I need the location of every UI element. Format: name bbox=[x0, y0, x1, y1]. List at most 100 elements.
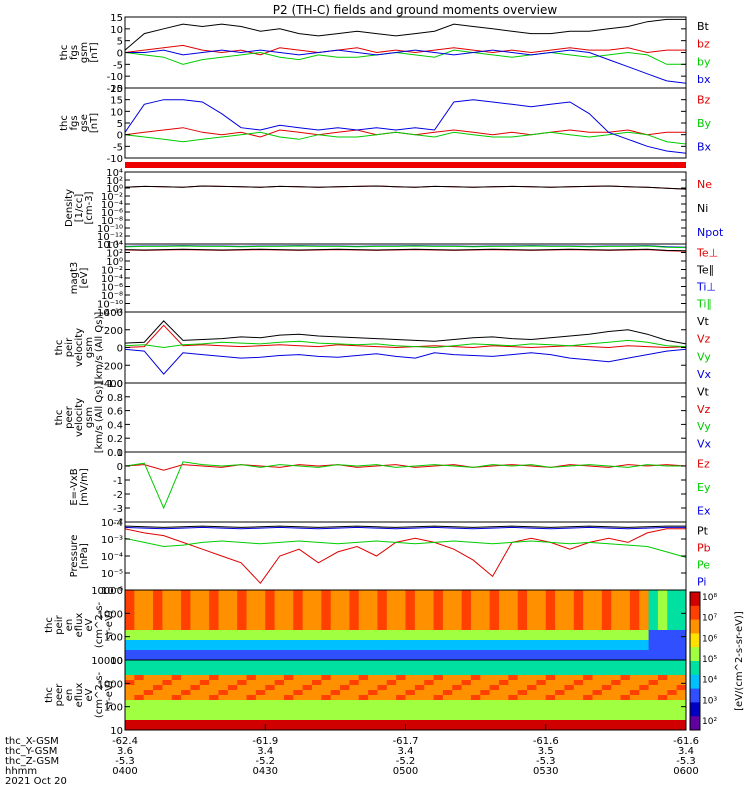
spectrogram-cell bbox=[527, 680, 537, 686]
spectrogram-cell bbox=[312, 650, 322, 656]
spectrogram-cell bbox=[237, 640, 248, 646]
spectrogram-cell bbox=[255, 685, 266, 691]
spectrogram-cell bbox=[218, 645, 229, 651]
spectrogram-cell bbox=[620, 655, 631, 661]
spectrogram-cell bbox=[330, 610, 341, 616]
legend-label: Pt bbox=[697, 525, 709, 538]
legend-label: Pb bbox=[697, 542, 711, 555]
spectrogram-cell bbox=[480, 725, 491, 731]
spectrogram-cell bbox=[667, 595, 678, 601]
spectrogram-cell bbox=[349, 690, 360, 696]
spectrogram-cell bbox=[312, 710, 322, 716]
spectrogram-cell bbox=[125, 660, 135, 666]
spectrogram-cell bbox=[657, 635, 668, 641]
spectrogram-cell bbox=[657, 625, 668, 631]
spectrogram-cell bbox=[517, 690, 528, 696]
spectrogram-cell bbox=[536, 675, 547, 681]
spectrogram-cell bbox=[358, 680, 369, 686]
spectrogram-cell bbox=[396, 725, 406, 731]
spectrogram-cell bbox=[433, 700, 444, 706]
spectrogram-cell bbox=[489, 635, 500, 641]
spectrogram-cell bbox=[274, 690, 285, 696]
spectrogram-cell bbox=[676, 685, 687, 691]
spectrogram-cell bbox=[405, 660, 416, 666]
spectrogram-cell bbox=[442, 645, 453, 651]
spectrogram-cell bbox=[255, 610, 266, 616]
spectrogram-cell bbox=[162, 660, 173, 666]
spectrogram-cell bbox=[237, 680, 248, 686]
spectrogram-cell bbox=[536, 645, 547, 651]
spectrogram-cell bbox=[321, 655, 332, 661]
spectrogram-cell bbox=[676, 665, 687, 671]
spectrogram-cell bbox=[667, 665, 678, 671]
spectrogram-cell bbox=[639, 685, 650, 691]
spectrogram-cell bbox=[573, 660, 584, 666]
spectrogram-cell bbox=[377, 600, 388, 606]
spectrogram-cell bbox=[667, 685, 678, 691]
spectrogram-cell bbox=[536, 595, 547, 601]
spectrogram-cell bbox=[499, 610, 509, 616]
x-tick-label-hhmm: 0500 bbox=[393, 766, 418, 777]
spectrogram-cell bbox=[386, 605, 397, 611]
spectrogram-cell bbox=[283, 715, 294, 721]
spectrogram-cell bbox=[386, 690, 397, 696]
spectrogram-cell bbox=[340, 660, 350, 666]
spectrogram-cell bbox=[508, 595, 519, 601]
spectrogram-cell bbox=[452, 695, 463, 701]
spectrogram-cell bbox=[555, 660, 565, 666]
x-tick-label-z: -5.2 bbox=[396, 756, 416, 767]
spectrogram-cell bbox=[461, 640, 472, 646]
spectrogram-cell bbox=[470, 655, 481, 661]
spectrogram-cell bbox=[433, 660, 444, 666]
spectrogram-cell bbox=[564, 610, 575, 616]
spectrogram-cell bbox=[125, 710, 135, 716]
spectrogram-cell bbox=[470, 615, 481, 621]
spectrogram-cell bbox=[162, 670, 173, 676]
spectrogram-cell bbox=[611, 670, 622, 676]
x-tick-label-z: -5.3 bbox=[676, 756, 696, 767]
spectrogram-cell bbox=[125, 725, 135, 731]
spectrogram-cell bbox=[414, 720, 425, 726]
spectrogram-cell bbox=[527, 700, 537, 706]
spectrogram-cell bbox=[536, 665, 547, 671]
spectrogram-cell bbox=[312, 680, 322, 686]
spectrogram-cell bbox=[555, 665, 565, 671]
spectrogram-cell bbox=[209, 625, 219, 631]
spectrogram-cell bbox=[452, 710, 463, 716]
spectrogram-cell bbox=[218, 630, 229, 636]
spectrogram-cell bbox=[639, 625, 650, 631]
spectrogram-cell bbox=[433, 615, 444, 621]
spectrogram-cell bbox=[480, 700, 491, 706]
spectrogram-cell bbox=[601, 660, 612, 666]
legend-label: Ni bbox=[697, 202, 708, 215]
spectrogram-cell bbox=[611, 720, 622, 726]
spectrogram-cell bbox=[489, 655, 500, 661]
spectrogram-cell bbox=[639, 600, 650, 606]
spectrogram-cell bbox=[143, 620, 154, 626]
spectrogram-cell bbox=[433, 665, 444, 671]
spectrogram-cell bbox=[527, 660, 537, 666]
spectrogram-cell bbox=[499, 720, 509, 726]
y-axis-label: (cm^2-s- bbox=[94, 601, 105, 648]
spectrogram-cell bbox=[639, 630, 650, 636]
spectrogram-cell bbox=[302, 690, 313, 696]
time-axis-row-label: thc_X-GSM bbox=[5, 736, 59, 747]
spectrogram-cell bbox=[227, 650, 238, 656]
spectrogram-cell bbox=[171, 650, 182, 656]
spectrogram-cell bbox=[321, 600, 332, 606]
spectrogram-cell bbox=[442, 630, 453, 636]
spectrogram-cell bbox=[527, 685, 537, 691]
time-axis-row-label: hhmm bbox=[5, 766, 37, 777]
spectrogram-cell bbox=[134, 685, 145, 691]
spectrogram-cell bbox=[583, 635, 593, 641]
spectrogram-cell bbox=[648, 650, 659, 656]
spectrogram-cell bbox=[153, 630, 163, 636]
spectrogram-cell bbox=[358, 710, 369, 716]
spectrogram-cell bbox=[125, 680, 135, 686]
spectrogram-cell bbox=[414, 605, 425, 611]
spectrogram-cell bbox=[171, 665, 182, 671]
spectrogram-cell bbox=[508, 720, 519, 726]
spectrogram-cell bbox=[620, 720, 631, 726]
spectrogram-cell bbox=[190, 645, 201, 651]
spectrogram-cell bbox=[564, 630, 575, 636]
